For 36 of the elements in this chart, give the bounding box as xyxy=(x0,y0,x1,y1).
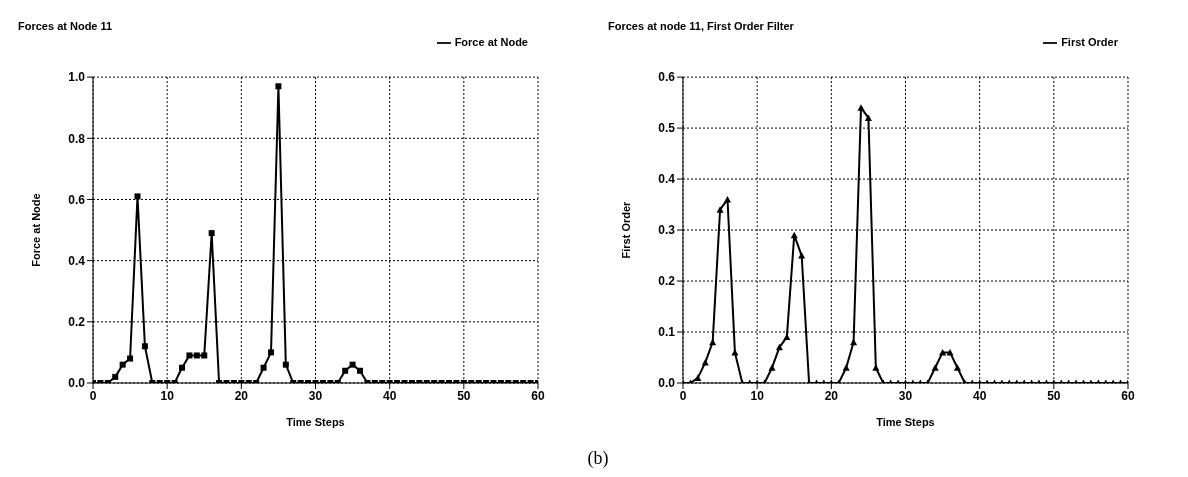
y-tick-label: 0.4 xyxy=(658,172,676,187)
y-axis-title: First Order xyxy=(619,200,632,259)
legend-label: First Order xyxy=(1061,36,1118,48)
x-tick-label: 60 xyxy=(531,388,545,403)
x-tick-label: 0 xyxy=(679,388,687,403)
y-axis-title: Force at Node xyxy=(29,193,42,267)
y-tick-label: 0.0 xyxy=(68,376,86,391)
x-axis-title: Time Steps xyxy=(876,416,935,428)
x-tick-label: 30 xyxy=(308,388,323,403)
x-tick-label: 20 xyxy=(234,388,249,403)
x-tick-label: 60 xyxy=(1121,388,1135,403)
x-tick-label: 40 xyxy=(972,388,987,403)
y-tick-label: 0.6 xyxy=(658,70,676,85)
x-tick-label: 50 xyxy=(1047,388,1061,403)
y-tick-label: 0.5 xyxy=(658,121,676,136)
y-tick-label: 0.1 xyxy=(658,325,676,340)
x-tick-label: 40 xyxy=(382,388,397,403)
x-tick-label: 20 xyxy=(824,388,839,403)
chart-title: Forces at node 11, First Order Filter xyxy=(608,20,794,32)
y-tick-label: 0.2 xyxy=(658,274,676,289)
x-axis-title: Time Steps xyxy=(286,416,345,428)
y-tick-label: 0.8 xyxy=(68,131,86,146)
x-tick-label: 10 xyxy=(160,388,175,403)
legend-label: Force at Node xyxy=(454,36,528,48)
x-tick-label: 30 xyxy=(898,388,913,403)
x-tick-label: 0 xyxy=(89,388,97,403)
x-tick-label: 10 xyxy=(750,388,765,403)
chart-title: Forces at Node 11 xyxy=(18,20,113,32)
y-tick-label: 0.3 xyxy=(658,223,676,238)
y-tick-label: 0.6 xyxy=(68,192,86,207)
y-tick-label: 0.4 xyxy=(68,253,86,268)
y-tick-label: 0.0 xyxy=(658,376,676,391)
y-tick-label: 0.2 xyxy=(68,315,86,330)
x-tick-label: 50 xyxy=(457,388,471,403)
y-tick-label: 1.0 xyxy=(68,70,86,85)
text: (b) xyxy=(586,448,610,469)
